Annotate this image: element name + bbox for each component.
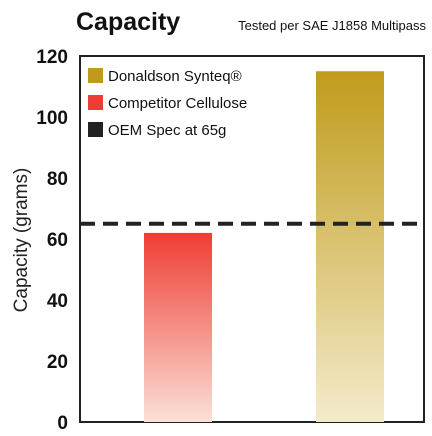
y-tick-label: 120 (36, 47, 68, 68)
y-tick-label: 0 (57, 413, 68, 434)
legend-label: Competitor Cellulose (108, 95, 247, 112)
y-axis-label: Capacity (grams) (11, 168, 32, 313)
legend-label: OEM Spec at 65g (108, 122, 226, 139)
y-tick-label: 60 (47, 230, 68, 251)
legend-swatch (88, 68, 103, 83)
bar-competitor-cellulose (144, 232, 212, 422)
y-axis-ticks: 0 20 40 60 80 100 120 (36, 47, 68, 434)
y-tick-label: 40 (47, 291, 68, 312)
legend: Donaldson Synteq® Competitor Cellulose OEM… (88, 68, 247, 139)
bar-donaldson-synteq (316, 71, 384, 422)
legend-label: Donaldson Synteq® (108, 68, 242, 85)
chart-subtitle: Tested per SAE J1858 Multipass (238, 18, 426, 33)
legend-swatch (88, 95, 103, 110)
bars (144, 71, 384, 422)
chart-title: Capacity (76, 8, 180, 36)
y-tick-label: 100 (36, 108, 68, 129)
plot-frame (79, 55, 425, 423)
y-tick-label: 20 (47, 352, 68, 373)
y-tick-label: 80 (47, 169, 68, 190)
legend-swatch (88, 122, 103, 137)
